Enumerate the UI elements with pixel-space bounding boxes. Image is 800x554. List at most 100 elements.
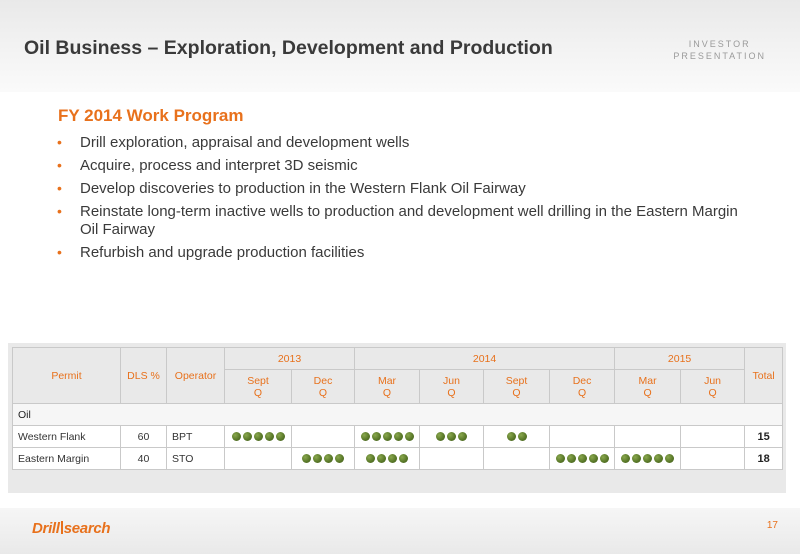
wells-cell: [680, 447, 746, 470]
wells-cell: [354, 425, 421, 448]
quarter-name: Dec: [313, 374, 333, 387]
header-permit: Permit: [12, 347, 121, 404]
well-dot-icon: [566, 454, 576, 463]
well-dot-icon: [577, 454, 587, 463]
wells-cell: [483, 447, 551, 470]
logo-text-2: search: [63, 520, 111, 537]
work-program-title: FY 2014 Work Program: [58, 106, 244, 125]
well-dots: [292, 448, 354, 469]
well-dot-icon: [335, 454, 344, 463]
header-quarter: Dec Q: [549, 369, 616, 404]
quarter-name: Jun: [704, 374, 722, 387]
well-dot-icon: [665, 454, 675, 463]
well-dots: [355, 448, 419, 469]
well-dot-icon: [382, 432, 392, 441]
header-quarter: Sept Q: [483, 369, 551, 404]
bullet-dot-icon: •: [57, 244, 62, 260]
header-quarter: Dec Q: [290, 369, 356, 404]
bullet-text: Reinstate long-term inactive wells to pr…: [80, 203, 738, 238]
well-dots: [225, 426, 291, 447]
dls-cell: 60: [120, 425, 167, 448]
well-dot-icon: [371, 432, 381, 441]
well-dot-icon: [302, 454, 311, 463]
bullet-item: • Drill exploration, appraisal and develo…: [55, 134, 755, 152]
well-dot-icon: [360, 432, 370, 441]
wells-cell: [614, 425, 682, 448]
tag-line-1: INVESTOR: [688, 39, 751, 49]
well-dot-icon: [447, 432, 457, 441]
well-dot-icon: [404, 432, 414, 441]
well-dots: [484, 426, 549, 447]
well-dot-icon: [555, 454, 565, 463]
bullet-text: Refurbish and upgrade production facilit…: [80, 244, 365, 261]
header-quarter: Mar Q: [354, 369, 421, 404]
section-row-oil: Oil: [11, 403, 784, 426]
table-row: Eastern Margin 40 STO 18: [12, 447, 784, 470]
quarter-name: Sept: [247, 374, 269, 387]
wells-cell: [614, 447, 682, 470]
quarter-suffix: Q: [708, 386, 717, 399]
well-dot-icon: [231, 432, 241, 441]
work-program-list: • Drill exploration, appraisal and develo…: [55, 134, 755, 262]
well-dot-icon: [275, 432, 285, 441]
header-year-2015: 2015: [614, 347, 746, 370]
investor-presentation-tag: INVESTOR PRESENTATION: [673, 38, 766, 62]
well-dots: [615, 448, 680, 469]
quarter-name: Mar: [638, 374, 657, 387]
operator-cell: BPT: [166, 425, 225, 448]
header-total: Total: [744, 347, 784, 404]
well-dot-icon: [506, 432, 516, 441]
well-dot-icon: [366, 454, 376, 463]
section-label: Oil: [11, 403, 784, 426]
dls-cell: 40: [120, 447, 167, 470]
quarter-name: Jun: [443, 374, 460, 387]
well-dots: [550, 448, 614, 469]
header-quarter: Jun Q: [419, 369, 485, 404]
bullet-item: • Refurbish and upgrade production facili…: [55, 244, 755, 262]
well-dots: [550, 426, 614, 447]
wells-cell: [483, 425, 551, 448]
well-dots: [681, 448, 744, 469]
drillsearch-logo: Drill search: [32, 520, 111, 537]
well-dots: [681, 426, 744, 447]
permit-cell: Eastern Margin: [12, 447, 121, 470]
wells-cell: [290, 447, 356, 470]
quarter-name: Mar: [377, 374, 397, 387]
header-year-2014: 2014: [354, 347, 616, 370]
well-dots: [292, 426, 354, 447]
well-dot-icon: [621, 454, 631, 463]
well-dot-icon: [388, 454, 398, 463]
operator-cell: STO: [166, 447, 225, 470]
header-dls: DLS %: [120, 347, 167, 404]
wells-cell: [680, 425, 746, 448]
bullet-item: • Acquire, process and interpret 3D seism…: [55, 157, 755, 175]
wells-cell: [224, 447, 292, 470]
bullet-dot-icon: •: [57, 180, 62, 196]
wells-cell: [290, 425, 356, 448]
well-dot-icon: [632, 454, 642, 463]
slide-footer: Drill search 17: [0, 508, 800, 554]
well-dots: [615, 426, 680, 447]
bullet-dot-icon: •: [57, 157, 62, 173]
well-dot-icon: [399, 454, 409, 463]
quarter-name: Sept: [505, 374, 528, 387]
well-dot-icon: [324, 454, 333, 463]
header-quarter: Jun Q: [680, 369, 746, 404]
total-cell: 18: [744, 447, 784, 470]
bullet-dot-icon: •: [57, 134, 62, 150]
slide-header: Oil Business – Exploration, Development …: [0, 0, 800, 92]
quarter-suffix: Q: [447, 386, 456, 399]
well-dot-icon: [393, 432, 403, 441]
well-dot-icon: [588, 454, 598, 463]
well-dots: [484, 448, 549, 469]
drilling-schedule: Permit DLS % Operator 2013 2014 2015 Tot…: [8, 343, 786, 493]
quarter-name: Dec: [572, 374, 592, 387]
well-dot-icon: [654, 454, 664, 463]
well-dots: [420, 426, 483, 447]
total-cell: 15: [744, 425, 784, 448]
wells-cell: [419, 425, 485, 448]
bullet-dot-icon: •: [57, 203, 62, 219]
well-dot-icon: [599, 454, 609, 463]
slide-title: Oil Business – Exploration, Development …: [24, 37, 553, 59]
quarter-suffix: Q: [382, 386, 392, 399]
